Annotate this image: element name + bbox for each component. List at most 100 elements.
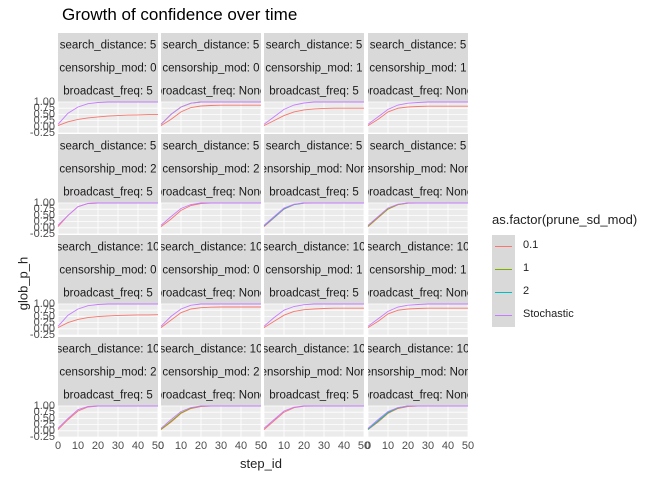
facet-strip	[264, 337, 364, 360]
panel-background	[58, 406, 158, 437]
y-tick-label: -0.25	[30, 127, 55, 139]
facet-strip	[368, 134, 468, 157]
facet-panel: search_distance: 5 censorship_mod: 0 broad…	[30, 33, 159, 139]
series-line	[263, 303, 364, 327]
legend-key	[492, 235, 515, 258]
series-line	[160, 104, 261, 126]
series-line	[263, 202, 364, 226]
facet-strip	[58, 258, 158, 281]
y-tick-label: 0.75	[34, 102, 55, 114]
chart-title: Growth of confidence over time	[62, 5, 298, 24]
series-line	[367, 303, 468, 327]
facet-strip	[58, 281, 158, 304]
facet-strip-label: broadcast_freq: 5	[63, 187, 153, 199]
x-tick-label: 20	[92, 440, 104, 452]
legend: as.factor(prune_sd_mod) 0.1 1 2 Stochast…	[492, 212, 637, 327]
facet-strip	[161, 157, 261, 180]
x-tick-label: 40	[132, 440, 144, 452]
legend-label: 2	[523, 285, 530, 297]
facet-strip	[58, 180, 158, 203]
legend-label: 0.1	[523, 239, 539, 251]
facet-strip	[58, 134, 158, 157]
y-tick-label: 0.75	[34, 406, 55, 418]
facet-strip	[161, 180, 261, 203]
facet-panel: search_distance: 10 censorship_mod: 2 broa…	[156, 337, 267, 452]
facet-panel: search_distance: 5 censorship_mod: None br…	[255, 134, 373, 235]
facet-strip	[368, 383, 468, 406]
y-axis-label: glob_p_h	[15, 256, 31, 311]
facet-panel: search_distance: 5 censorship_mod: None br…	[363, 134, 474, 235]
facet-strip	[161, 360, 261, 383]
facet-strip-label: broadcast_freq: None	[363, 187, 474, 199]
facet-strip-label: search_distance: 5	[163, 40, 260, 52]
x-tick-label: 50	[152, 440, 164, 452]
series-line	[160, 202, 261, 226]
facet-panel: search_distance: 5 censorship_mod: 1 broad…	[263, 33, 365, 134]
facet-strip	[264, 383, 364, 406]
facet-strip-label: search_distance: 5	[370, 40, 467, 52]
series-line	[367, 105, 468, 126]
x-tick-label: 50	[462, 440, 474, 452]
facet-strip-label: search_distance: 10	[263, 344, 366, 356]
x-tick-label: 30	[422, 440, 434, 452]
facet-strip	[368, 79, 468, 102]
facet-panel: search_distance: 10 censorship_mod: 1 broa…	[263, 235, 365, 336]
facet-strip	[161, 134, 261, 157]
facet-strip-label: censorship_mod: 2	[59, 164, 156, 176]
facet-strip	[161, 258, 261, 281]
facet-strip	[264, 258, 364, 281]
facet-panel: search_distance: 5 censorship_mod: 0 broad…	[156, 33, 267, 134]
x-tick-label: 0	[158, 440, 164, 452]
series-line	[263, 101, 364, 125]
facet-panel: search_distance: 5 censorship_mod: 1 broad…	[363, 33, 474, 134]
series-line	[160, 303, 261, 327]
facet-strip-label: broadcast_freq: None	[156, 288, 267, 300]
facet-strip	[161, 281, 261, 304]
facet-strip	[368, 258, 468, 281]
series-line	[367, 101, 468, 125]
facet-strip-label: search_distance: 5	[60, 40, 157, 52]
y-tick-label: -0.25	[30, 431, 55, 443]
y-tick-label: 1.00	[34, 197, 55, 209]
facet-strip	[161, 383, 261, 406]
x-tick-label: 20	[402, 440, 414, 452]
facet-strip-label: broadcast_freq: None	[156, 390, 267, 402]
facet-panel: search_distance: 10 censorship_mod: 0 broa…	[156, 235, 267, 336]
facet-strip-label: search_distance: 10	[160, 344, 263, 356]
facet-strip	[264, 33, 364, 56]
facet-strip-label: broadcast_freq: None	[156, 86, 267, 98]
panel-background	[161, 102, 261, 133]
legend-item: 1	[492, 258, 637, 281]
y-tick-label: 0.75	[34, 203, 55, 215]
facet-strip-label: broadcast_freq: 5	[269, 86, 359, 98]
facet-strip-label: censorship_mod: None	[255, 164, 373, 176]
facet-strip-label: censorship_mod: 2	[162, 164, 259, 176]
legend-item: 2	[492, 281, 637, 304]
panel-background	[58, 304, 158, 335]
legend-key	[492, 281, 515, 304]
facet-strip-label: censorship_mod: None	[255, 367, 373, 379]
facet-strip	[368, 360, 468, 383]
x-tick-label: 10	[175, 440, 187, 452]
facet-strip-label: broadcast_freq: None	[363, 86, 474, 98]
facet-panel: search_distance: 10 censorship_mod: None b…	[255, 337, 373, 452]
y-tick-label: 0.25	[34, 216, 55, 228]
facet-strip-label: broadcast_freq: 5	[63, 390, 153, 402]
facet-strip-label: search_distance: 5	[60, 141, 157, 153]
facet-strip-label: censorship_mod: None	[359, 367, 477, 379]
x-axis-label: step_id	[240, 456, 282, 471]
series-line	[57, 405, 158, 429]
facet-strip	[58, 337, 158, 360]
series-line	[367, 202, 468, 226]
panel-background	[368, 406, 468, 437]
x-tick-label: 30	[318, 440, 330, 452]
y-tick-label: 1.00	[34, 298, 55, 310]
series-line	[160, 101, 261, 125]
facet-strip-label: broadcast_freq: 5	[269, 288, 359, 300]
x-tick-label: 10	[278, 440, 290, 452]
facet-strip	[264, 157, 364, 180]
facet-strip-label: censorship_mod: 0	[162, 265, 259, 277]
facet-strip-label: search_distance: 10	[160, 242, 263, 254]
facet-strip	[368, 337, 468, 360]
facet-panel: search_distance: 5 censorship_mod: 2 broad…	[30, 134, 159, 240]
